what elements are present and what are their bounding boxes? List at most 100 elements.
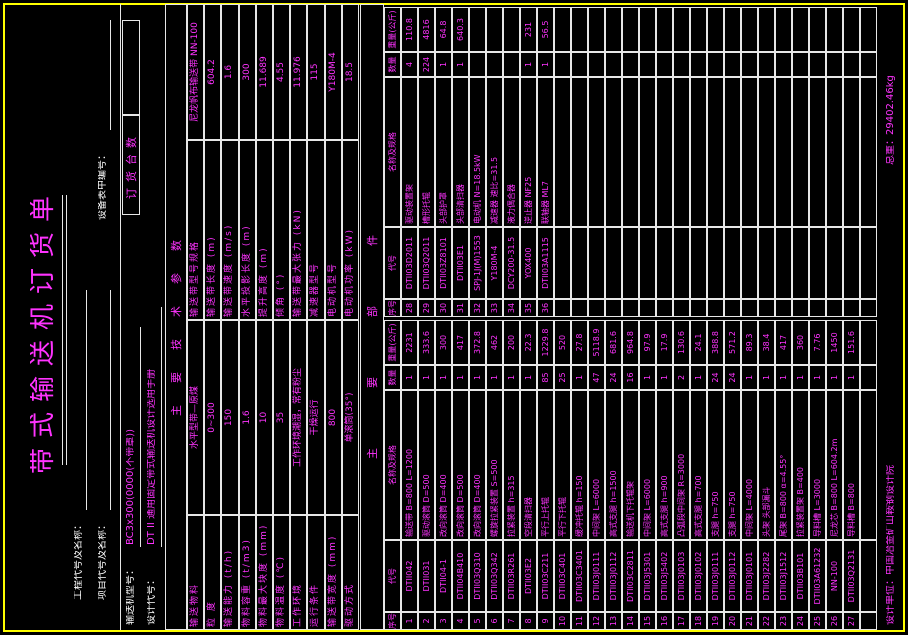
empty-cell	[758, 7, 775, 52]
part-qty: 2	[673, 365, 690, 390]
design-value: DT II 通用固定带式输送机设计选用手册	[147, 368, 157, 545]
empty-cell	[826, 227, 843, 299]
part-weight: 417	[775, 320, 792, 365]
part-no: 11	[571, 612, 588, 630]
empty-cell	[860, 390, 877, 540]
part-name: 高式支腿 h=700	[690, 390, 707, 540]
param-value: 115	[307, 4, 325, 140]
part-name: 输送机下托辊架	[622, 390, 639, 540]
empty-cell	[571, 77, 588, 227]
empty-cell	[860, 365, 877, 390]
part-weight: 571.2	[724, 320, 741, 365]
part-name: 改向滚筒 D=500	[452, 390, 469, 540]
part-weight: 17.9	[656, 320, 673, 365]
part-weight: 27.8	[571, 320, 588, 365]
part-no: 16	[656, 612, 673, 630]
empty-cell	[775, 7, 792, 52]
empty-cell	[554, 52, 571, 77]
param-label: 输送带速度 (m/s)	[221, 140, 239, 320]
part-name: 高式支腿 h=1500	[605, 390, 622, 540]
param-label: 工作环境	[290, 515, 308, 630]
part-weight: 333.6	[418, 320, 435, 365]
empty-cell	[741, 299, 758, 317]
param-label: 物料容重 (t/m3)	[238, 515, 256, 630]
rule-line	[62, 195, 63, 465]
empty-cell	[707, 227, 724, 299]
part-no: 25	[809, 612, 826, 630]
part-no: 8	[520, 612, 537, 630]
part-weight: 1229.8	[537, 320, 554, 365]
empty-cell	[656, 77, 673, 227]
part-qty: 24	[707, 365, 724, 390]
param-label: 电动机型号	[324, 140, 342, 320]
empty-cell	[860, 227, 877, 299]
part-qty: 1	[503, 365, 520, 390]
part-qty: 1	[452, 365, 469, 390]
column-header: 重量(公斤)	[384, 320, 401, 365]
part-name: 改向滚筒 D=400	[435, 390, 452, 540]
part-code: DTII03J0103	[673, 540, 690, 612]
part-code: DTII03C3401	[571, 540, 588, 612]
empty-cell	[656, 52, 673, 77]
empty-cell	[673, 7, 690, 52]
part-weight: 22.3	[520, 320, 537, 365]
param-label: 输送带长度 (m)	[204, 140, 222, 320]
part-weight: 462	[486, 320, 503, 365]
empty-cell	[843, 299, 860, 317]
empty-cell	[826, 7, 843, 52]
empty-cell	[605, 7, 622, 52]
part-weight: 5118.9	[588, 320, 605, 365]
part-qty: 1	[758, 365, 775, 390]
part-weight: 1450	[826, 320, 843, 365]
param-label: 输送能力 (t/h)	[221, 515, 239, 630]
empty-cell	[826, 77, 843, 227]
empty-cell	[860, 299, 877, 317]
part-qty: 1	[537, 52, 554, 77]
part-qty: 16	[622, 365, 639, 390]
empty-cell	[741, 52, 758, 77]
empty-cell	[758, 52, 775, 77]
empty-cell	[588, 77, 605, 227]
empty-cell	[860, 612, 877, 630]
empty-cell	[741, 77, 758, 227]
part-no: 7	[503, 612, 520, 630]
empty-cell	[588, 227, 605, 299]
part-weight: 56.5	[537, 7, 554, 52]
param-value: 10	[255, 320, 273, 515]
part-qty: 1	[571, 365, 588, 390]
column-header: 数量	[384, 52, 401, 77]
part-code: DTII03E2	[520, 540, 537, 612]
part-no: 15	[639, 612, 656, 630]
part-weight: 38.4	[758, 320, 775, 365]
part-weight: 130.6	[673, 320, 690, 365]
part-code: DTII03J0111	[588, 540, 605, 612]
part-no: 29	[418, 299, 435, 317]
part-qty: 1	[843, 365, 860, 390]
empty-cell	[673, 77, 690, 227]
empty-cell	[503, 7, 520, 52]
empty-cell	[554, 227, 571, 299]
part-code: DTII03J5402	[656, 540, 673, 612]
empty-cell	[775, 227, 792, 299]
empty-cell	[741, 7, 758, 52]
empty-cell	[826, 299, 843, 317]
part-no: 10	[554, 612, 571, 630]
empty-cell	[860, 52, 877, 77]
param-label: 水平投影长度 (m)	[238, 140, 256, 320]
part-no: 1	[401, 612, 418, 630]
param-label: 减速器型号	[307, 140, 325, 320]
part-qty: 47	[588, 365, 605, 390]
part-weight: 97.9	[639, 320, 656, 365]
part-weight: 110.8	[401, 7, 418, 52]
part-weight: 360	[792, 320, 809, 365]
part-no: 14	[622, 612, 639, 630]
param-value: Y180M-4	[324, 4, 342, 140]
empty-cell	[639, 227, 656, 299]
part-code: DTII03C401	[554, 540, 571, 612]
empty-cell	[843, 77, 860, 227]
part-code: DTII03R261	[503, 540, 520, 612]
part-name: 拉紧装置 h=315	[503, 390, 520, 540]
part-no: 23	[775, 612, 792, 630]
param-value: 水平型带—原煤	[187, 320, 205, 515]
